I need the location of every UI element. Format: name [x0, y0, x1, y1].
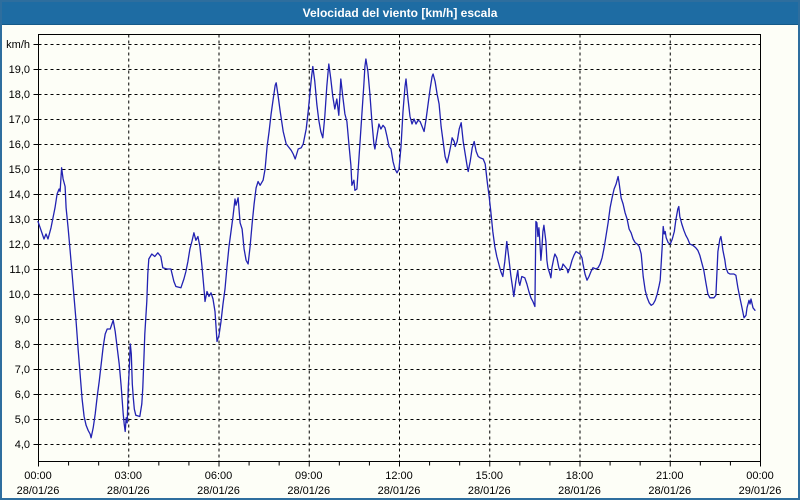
x-tick-time-label: 03:00 [114, 470, 142, 482]
y-tick-label: 7,0 [15, 364, 30, 376]
y-tick-label: 5,0 [15, 414, 30, 426]
x-tick-date-label: 28/01/26 [558, 485, 601, 497]
window-title: Velocidad del viento [km/h] escala [302, 6, 498, 20]
y-tick-label: 16,0 [9, 139, 30, 151]
x-tick-date-label: 28/01/26 [648, 485, 691, 497]
wind-speed-chart: km/h 19,0 18,0 17,0 16,0 15,0 14,0 13,0 12,0 11,0… [6, 34, 781, 497]
y-tick-label: 6,0 [15, 389, 30, 401]
x-tick-time-label: 21:00 [656, 470, 684, 482]
x-tick-time-label: 15:00 [475, 470, 503, 482]
titlebar: Velocidad del viento [km/h] escala [2, 2, 798, 25]
y-tick-label: 19,0 [9, 64, 30, 76]
x-tick-date-label: 28/01/26 [107, 485, 150, 497]
y-tick-label: 9,0 [15, 314, 30, 326]
x-tick-time-label: 09:00 [295, 470, 323, 482]
y-tick-label: 10,0 [9, 289, 30, 301]
x-tick-date-label: 29/01/26 [739, 485, 782, 497]
y-tick-label: 11,0 [9, 264, 30, 276]
x-tick-date-label: 28/01/26 [378, 485, 421, 497]
y-tick-label: 4,0 [15, 439, 30, 451]
y-tick-label: km/h [6, 39, 30, 51]
x-tick-time-label: 00:00 [24, 470, 52, 482]
axis-ticks [33, 44, 761, 467]
gridlines [38, 34, 761, 462]
x-tick-time-label: 06:00 [205, 470, 233, 482]
y-tick-label: 8,0 [15, 339, 30, 351]
x-tick-date-label: 28/01/26 [287, 485, 330, 497]
y-tick-label: 13,0 [9, 214, 30, 226]
y-tick-label: 12,0 [9, 239, 30, 251]
y-tick-label: 14,0 [9, 189, 30, 201]
x-tick-date-label: 28/01/26 [17, 485, 60, 497]
axis-labels: km/h 19,0 18,0 17,0 16,0 15,0 14,0 13,0 12,0 11,0… [6, 39, 781, 497]
x-tick-time-label: 00:00 [746, 470, 774, 482]
x-tick-date-label: 28/01/26 [197, 485, 240, 497]
x-tick-date-label: 28/01/26 [468, 485, 511, 497]
x-tick-time-label: 18:00 [566, 470, 594, 482]
x-tick-time-label: 12:00 [385, 470, 413, 482]
y-tick-label: 18,0 [9, 89, 30, 101]
y-tick-label: 15,0 [9, 164, 30, 176]
y-tick-label: 17,0 [9, 114, 30, 126]
wind-speed-line [37, 58, 756, 439]
